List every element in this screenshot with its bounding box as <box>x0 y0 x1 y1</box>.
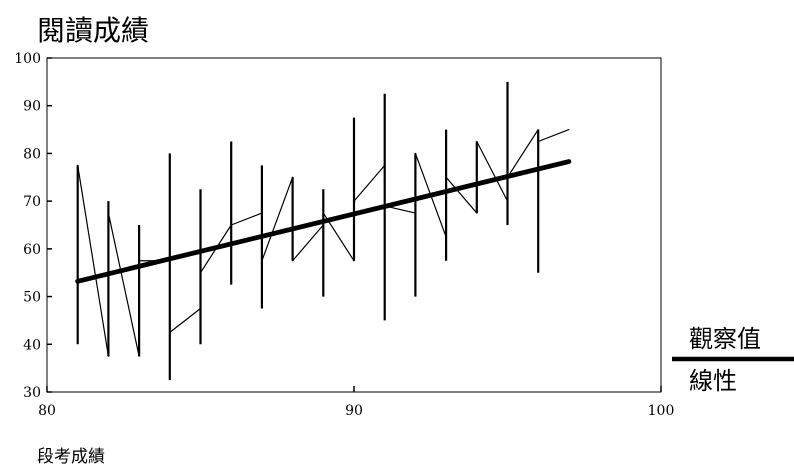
x-tick-labels: 80 90 100 <box>38 403 674 419</box>
x-tick-label: 80 <box>38 403 56 419</box>
series-lines <box>75 128 572 357</box>
y-tick-label: 100 <box>14 51 41 67</box>
y-tick-label: 50 <box>23 290 41 306</box>
y-tick-label: 40 <box>23 337 41 353</box>
y-tick-label: 30 <box>23 385 41 401</box>
tick-marks <box>46 57 662 393</box>
x-axis-label: 段考成績 <box>37 447 105 467</box>
legend-label-linear: 線性 <box>689 367 737 395</box>
y-tick-labels: 30 40 50 60 70 80 90 100 <box>14 51 41 401</box>
linear-fit-line <box>75 159 572 284</box>
y-tick-label: 90 <box>23 99 41 115</box>
x-tick-label: 100 <box>648 403 675 419</box>
legend-label-observed: 觀察值 <box>689 325 761 353</box>
y-tick-label: 60 <box>23 242 41 258</box>
chart-title: 閱讀成績 <box>37 14 149 47</box>
legend: 觀察值 線性 <box>672 325 794 395</box>
y-tick-label: 80 <box>23 146 41 162</box>
y-tick-label: 70 <box>23 194 41 210</box>
x-tick-label: 90 <box>345 403 363 419</box>
